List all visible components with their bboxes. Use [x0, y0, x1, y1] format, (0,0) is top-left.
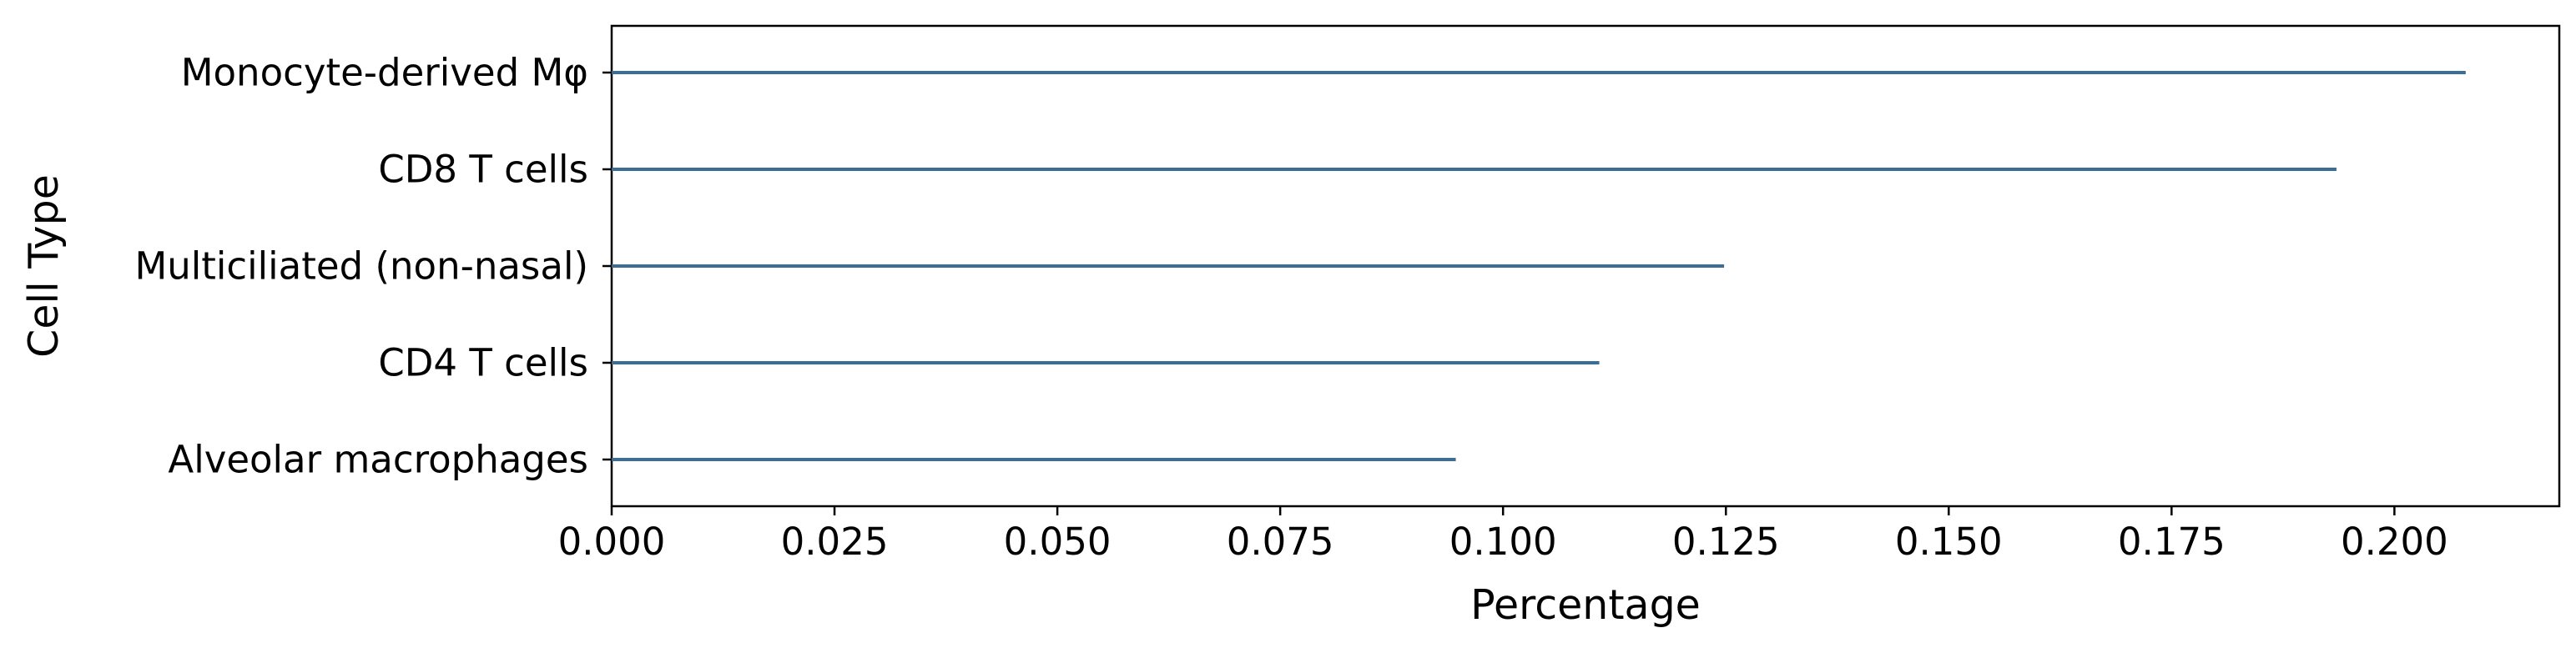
- y-ticks-group: Monocyte-derived Mφ CD8 T cells Multicilia…: [134, 51, 612, 482]
- bar-0: [612, 71, 2466, 74]
- bar-2: [612, 264, 1725, 268]
- x-tick-label-2: 0.050: [1004, 520, 1112, 564]
- y-tick-label-3: CD4 T cells: [378, 341, 588, 385]
- bars-group: [612, 71, 2466, 461]
- x-tick-label-6: 0.150: [1895, 520, 2003, 564]
- x-tick-label-7: 0.175: [2118, 520, 2226, 564]
- y-tick-label-1: CD8 T cells: [378, 148, 588, 192]
- y-tick-label-0: Monocyte-derived Mφ: [181, 51, 588, 95]
- x-axis-label: Percentage: [1470, 581, 1701, 629]
- y-tick-label-2: Multiciliated (non-nasal): [134, 244, 588, 289]
- x-tick-label-4: 0.100: [1449, 520, 1557, 564]
- bar-1: [612, 168, 2337, 171]
- x-tick-label-1: 0.025: [781, 520, 889, 564]
- bar-4: [612, 458, 1456, 461]
- x-tick-label-8: 0.200: [2341, 520, 2448, 564]
- y-axis-label: Cell Type: [20, 174, 68, 358]
- y-tick-label-4: Alveolar macrophages: [168, 438, 588, 482]
- bar-3: [612, 361, 1600, 364]
- x-tick-label-5: 0.125: [1672, 520, 1780, 564]
- x-tick-label-3: 0.075: [1227, 520, 1334, 564]
- x-tick-label-0: 0.000: [558, 520, 666, 564]
- x-ticks-group: 0.000 0.025 0.050 0.075 0.100 0.125 0.150 0.175…: [558, 506, 2448, 564]
